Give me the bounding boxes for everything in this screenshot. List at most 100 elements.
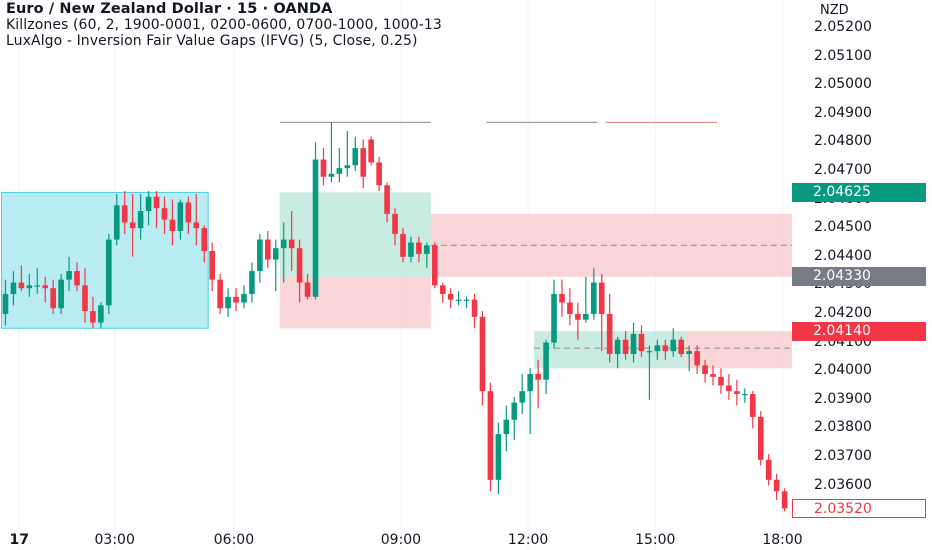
candle-body <box>479 316 486 392</box>
candle-body <box>511 402 518 420</box>
candle-body <box>209 251 215 280</box>
candle-body <box>201 228 208 252</box>
candle-body <box>265 239 271 260</box>
candle-body <box>82 285 88 312</box>
y-tick-label: 2.03900 <box>814 390 872 407</box>
candle-body <box>328 173 335 177</box>
price-badge: 2.03520 <box>792 498 926 518</box>
indicator-killzones-label[interactable]: Killzones (60, 2, 1900-0001, 0200-0600, … <box>6 17 442 33</box>
x-tick-label: 12:00 <box>507 532 549 548</box>
price-badge: 2.04330 <box>792 267 926 287</box>
y-tick-label: 2.04900 <box>814 104 872 121</box>
candle-body <box>312 159 319 297</box>
y-tick-label: 2.04200 <box>814 304 872 321</box>
candle-body <box>177 202 184 232</box>
y-tick-label: 2.04400 <box>814 247 872 264</box>
x-tick-label: 17 <box>9 532 30 548</box>
candle-body <box>781 491 788 509</box>
price-axis[interactable]: NZD 2.05200 2.05100 2.05000 2.04900 2.04800 2… <box>792 0 932 550</box>
candle-body <box>424 245 430 254</box>
candle-body <box>42 285 49 289</box>
candle-body <box>765 459 772 480</box>
candle-body <box>153 196 160 209</box>
zone-bear-fvg-a <box>279 276 431 329</box>
candle-body <box>439 285 446 294</box>
candle-body <box>2 293 9 314</box>
x-tick-label: 09:00 <box>380 532 422 548</box>
candle-body <box>622 339 629 355</box>
candle-body <box>257 239 263 272</box>
y-tick-label: 2.04700 <box>814 161 872 178</box>
candle-body <box>304 282 311 297</box>
candle-body <box>559 293 565 303</box>
candle-body <box>463 299 470 301</box>
candle-body <box>487 391 494 480</box>
candle-body <box>590 282 597 314</box>
candle-body <box>543 342 549 380</box>
candle-body <box>408 242 414 257</box>
candle-body <box>471 299 478 317</box>
candle-body <box>249 271 255 294</box>
candle-body <box>384 185 390 214</box>
candle-body <box>106 239 112 306</box>
price-badge: 2.04140 <box>792 321 926 341</box>
candle-body <box>686 351 692 355</box>
y-tick-label: 2.05100 <box>814 47 872 64</box>
candle-body <box>694 351 700 366</box>
candle-body <box>336 168 343 174</box>
price-chart[interactable] <box>0 0 792 550</box>
candle-body <box>654 345 661 352</box>
candle-body <box>575 313 581 320</box>
candle-body <box>773 479 780 492</box>
candle-body <box>614 339 621 355</box>
candle-body <box>638 333 645 352</box>
indicator-ifvg-label[interactable]: LuxAlgo - Inversion Fair Value Gaps (IFV… <box>6 33 418 49</box>
candle-body <box>742 394 748 396</box>
candle-body <box>344 165 351 169</box>
candle-body <box>606 313 613 355</box>
candle-body <box>360 148 367 177</box>
candle-body <box>280 239 287 249</box>
candle-body <box>376 162 382 186</box>
candle-body <box>749 394 756 417</box>
y-tick-label: 2.04800 <box>814 133 872 150</box>
candle-body <box>98 305 104 323</box>
zone-bear-fvg-c <box>685 331 792 369</box>
candle-body <box>145 196 152 212</box>
candle-body <box>233 296 239 303</box>
candle-body <box>121 205 128 223</box>
candle-body <box>646 351 653 353</box>
candle-body <box>416 242 422 254</box>
candle-body <box>241 293 247 303</box>
candle-body <box>225 296 231 309</box>
y-tick-label: 2.05200 <box>814 19 872 35</box>
candle-body <box>567 302 573 314</box>
candle-body <box>185 202 192 223</box>
currency-label: NZD <box>820 3 849 18</box>
candle-body <box>74 271 80 286</box>
x-tick-label: 18:00 <box>762 532 803 548</box>
candle-body <box>535 374 541 380</box>
price-badge: 2.04625 <box>792 182 926 202</box>
candle-body <box>527 374 533 392</box>
candle-body <box>726 385 732 392</box>
candle-body <box>734 391 740 395</box>
candle-body <box>288 239 295 249</box>
x-tick-label: 06:00 <box>213 532 255 548</box>
candle-body <box>58 279 64 309</box>
candle-body <box>662 345 669 352</box>
candle-body <box>678 339 685 355</box>
chart-title: Euro / New Zealand Dollar · 15 · OANDA <box>6 1 333 17</box>
y-tick-label: 2.03700 <box>814 447 872 464</box>
candle-body <box>400 233 406 257</box>
zone-killzone <box>1 191 209 329</box>
candle-body <box>113 205 120 240</box>
candle-body <box>495 434 502 480</box>
candle-body <box>193 222 200 229</box>
x-tick-label: 03:00 <box>94 532 135 548</box>
candle-body <box>757 416 764 460</box>
candle-body <box>217 279 223 309</box>
candle-body <box>66 271 72 280</box>
candle-body <box>50 288 56 309</box>
candle-body <box>702 365 708 375</box>
